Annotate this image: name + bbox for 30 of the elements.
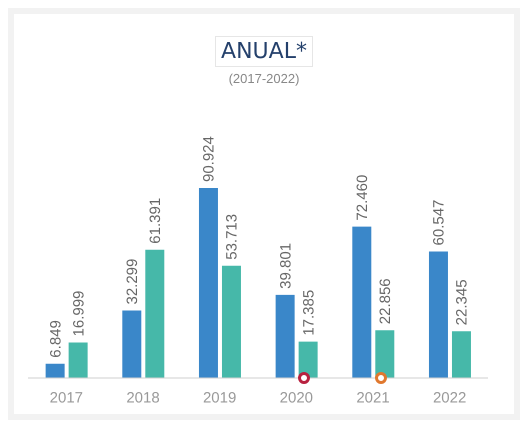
bar [68,342,88,378]
bar [198,188,218,378]
chart-subtitle: (2017-2022) [228,71,300,86]
data-label: 22.856 [377,278,394,324]
chart-title: ANUAL* [215,36,313,67]
data-label: 61.391 [147,198,164,244]
x-tick-label: 2022 [432,390,466,407]
x-tick-label: 2019 [202,390,236,407]
bar [145,250,164,378]
data-label: 17.385 [300,290,318,336]
data-label: 90.924 [200,136,218,182]
data-label: 22.345 [454,279,471,326]
x-tick-label: 2017 [50,390,84,407]
bar [122,310,142,378]
data-label: 39.801 [277,242,294,289]
data-label: 53.713 [224,214,241,260]
x-tick-label: 2020 [280,390,314,407]
x-tick-label: 2021 [356,390,390,407]
data-label: 60.547 [430,200,448,246]
data-label: 6.849 [47,320,64,358]
bar [222,266,241,378]
data-label: 16.999 [70,290,88,336]
bar [452,331,471,378]
x-tick-label: 2018 [126,390,160,407]
bar [276,294,295,378]
data-label: 32.299 [124,258,142,305]
bar [428,251,448,378]
bar [46,364,65,378]
data-label: 72.460 [354,174,372,221]
bar [352,226,372,378]
